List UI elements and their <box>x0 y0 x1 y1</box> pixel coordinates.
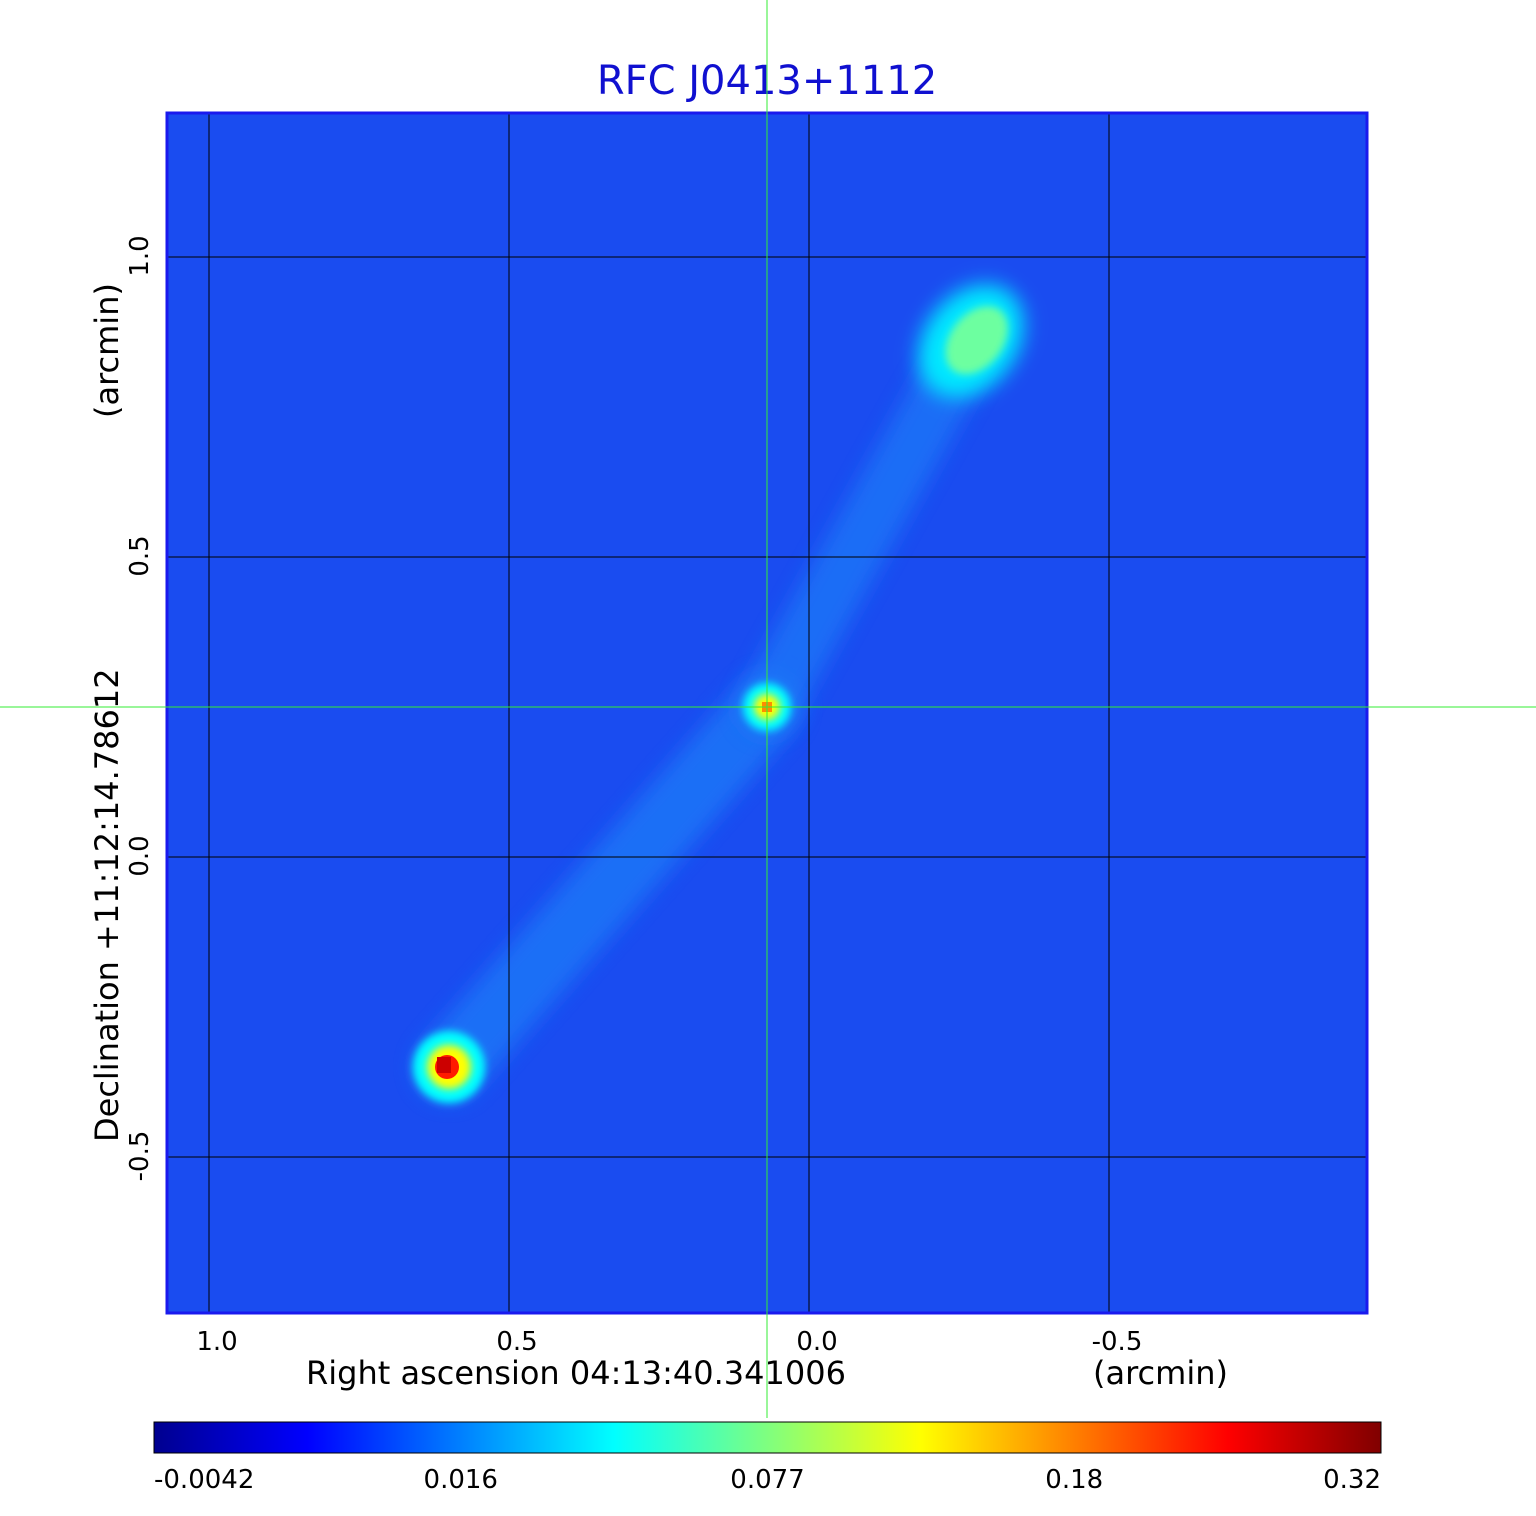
jet-emission-southeast <box>414 672 802 1102</box>
y-tick-label: 0.0 <box>125 835 155 876</box>
x-axis-label: Right ascension 04:13:40.341006 <box>306 1354 846 1392</box>
y-tick-label: 1.0 <box>125 235 155 276</box>
lobe-inner <box>945 306 1008 375</box>
y-axis-label: Declination +11:12:14.78612 <box>88 668 126 1142</box>
x-tick-label: 0.0 <box>796 1327 837 1357</box>
x-axis-unit-label: (arcmin) <box>1093 1354 1228 1392</box>
x-tick-label: 0.5 <box>496 1327 537 1357</box>
colorbar-tick-label: 0.18 <box>1045 1465 1103 1495</box>
colorbar-tick-label: 0.077 <box>730 1465 804 1495</box>
x-tick-label: -0.5 <box>1092 1327 1143 1357</box>
hotspot-core <box>437 1057 451 1073</box>
jet-emission-northwest <box>737 311 1001 737</box>
x-tick-label: 1.0 <box>196 1327 237 1357</box>
y-tick-label: -0.5 <box>125 1131 155 1182</box>
colorbar-tick-label: -0.0042 <box>154 1465 254 1495</box>
source-southeast-hotspot <box>413 1031 485 1103</box>
colorbar-tick-label: 0.32 <box>1323 1465 1381 1495</box>
y-tick-label: 0.5 <box>125 535 155 576</box>
source-northwest-lobe <box>918 284 1024 398</box>
y-axis-unit-label: (arcmin) <box>88 283 126 418</box>
colorbar-tick-label: 0.016 <box>424 1465 498 1495</box>
colorbar <box>153 1421 1382 1454</box>
